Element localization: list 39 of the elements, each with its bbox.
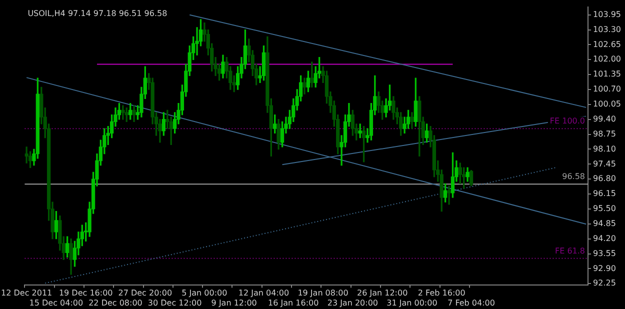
y-tick-label: 100.05	[593, 100, 622, 109]
x-tick-label: 19 Dec 16:00	[58, 288, 113, 298]
y-tick-label: 93.55	[593, 248, 616, 258]
x-tick-label: 2 Feb 16:00	[418, 288, 466, 298]
x-tick-label: 19 Jan 08:00	[298, 288, 348, 298]
x-tick-label: 26 Jan 12:00	[357, 288, 408, 298]
x-tick-label: 12 Jan 04:00	[238, 288, 290, 298]
y-tick-label: 99.40	[593, 114, 616, 124]
x-tick-label: 27 Dec 20:00	[118, 288, 172, 298]
y-tick-label: 95.50	[593, 204, 616, 214]
y-tick-label: 100.70	[593, 84, 622, 94]
y-tick-label: 94.85	[593, 218, 616, 228]
x-tick-label: 30 Dec 12:00	[148, 298, 202, 308]
y-tick-label: 94.20	[593, 234, 616, 243]
x-tick-label: 23 Jan 20:00	[327, 298, 378, 308]
y-tick-label: 103.95	[593, 10, 622, 19]
y-tick-label: 98.10	[593, 144, 616, 154]
y-tick-label: 96.15	[593, 189, 616, 198]
x-tick-label: 9 Jan 12:00	[211, 298, 257, 308]
y-tick-label: 98.75	[593, 129, 616, 138]
x-tick-label: 22 Dec 08:00	[88, 298, 142, 308]
x-tick-label: 12 Dec 2011	[1, 288, 52, 298]
ref-line-label: 96.58	[562, 172, 586, 182]
x-tick-label: 5 Jan 00:00	[182, 288, 228, 298]
x-tick-label: 7 Feb 04:00	[448, 298, 495, 308]
x-tick-label: 16 Jan 16:00	[268, 298, 319, 308]
y-tick-label: 92.90	[593, 264, 616, 273]
x-tick-label: 15 Dec 04:00	[29, 298, 84, 308]
chart-title: USOIL,H4 97.14 97.18 96.51 96.58	[28, 8, 168, 18]
y-tick-label: 97.45	[593, 159, 616, 168]
y-tick-label: 96.80	[593, 174, 616, 184]
y-tick-label: 103.30	[593, 24, 622, 34]
ref-line-label: FE 61.8	[554, 246, 586, 256]
y-tick-label: 101.35	[593, 70, 622, 79]
y-tick-label: 92.25	[593, 278, 616, 288]
y-tick-label: 102.00	[593, 54, 622, 64]
x-tick-label: 31 Jan 00:00	[386, 298, 438, 308]
ref-line-label: FE 100.0	[550, 116, 586, 126]
y-tick-label: 102.65	[593, 40, 622, 49]
